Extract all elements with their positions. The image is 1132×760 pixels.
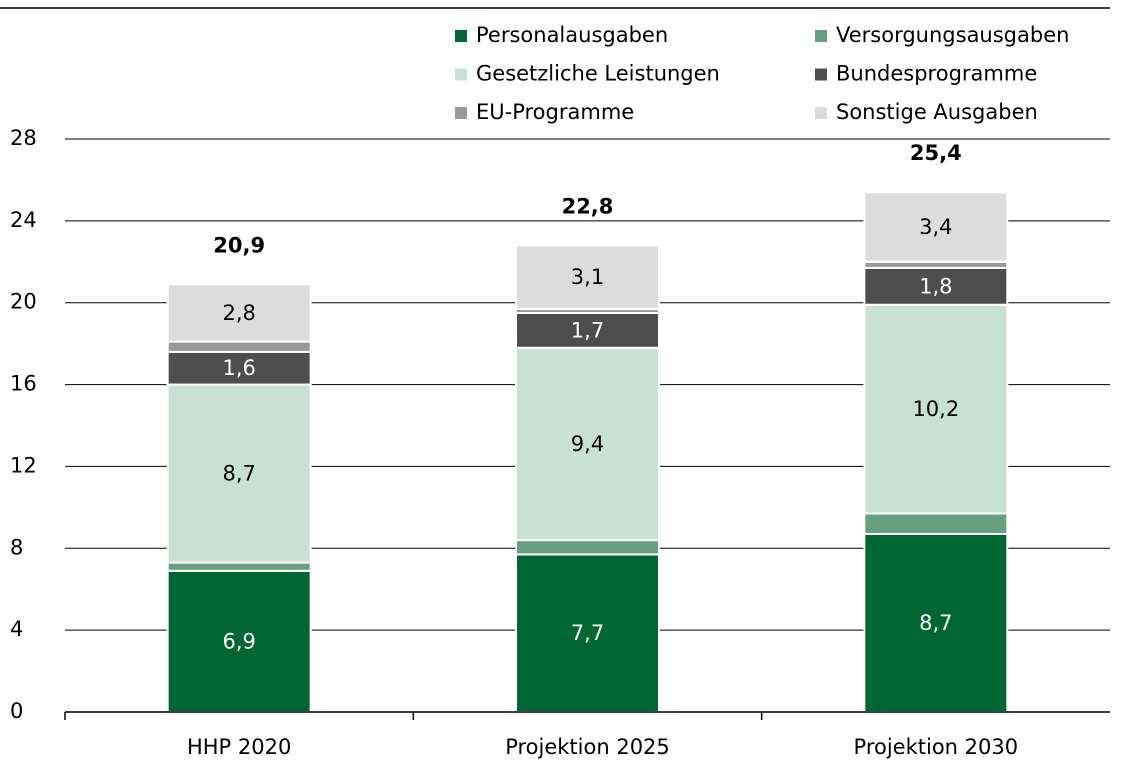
- total-label: 20,9: [213, 233, 265, 257]
- data-label: 2,8: [222, 301, 255, 325]
- legend-label: EU-Programme: [476, 100, 634, 124]
- data-label: 1,7: [571, 318, 604, 342]
- bar-segment: [166, 340, 312, 353]
- legend-label: Bundesprogramme: [836, 62, 1037, 86]
- data-label: 3,1: [571, 265, 604, 289]
- total-label: 25,4: [910, 141, 962, 165]
- y-tick-label: 8: [10, 535, 23, 559]
- data-label: 1,8: [919, 274, 952, 298]
- legend-swatch: [455, 30, 467, 42]
- bar-segment: [863, 266, 1009, 306]
- total-label: 22,8: [562, 194, 614, 218]
- data-label: 8,7: [919, 611, 952, 635]
- data-label: 8,7: [222, 462, 255, 486]
- legend-swatch: [815, 30, 827, 42]
- bar-segment: [166, 569, 312, 714]
- legend-label: Versorgungsausgaben: [836, 23, 1069, 47]
- legend-label: Sonstige Ausgaben: [836, 100, 1038, 124]
- y-tick-label: 12: [10, 453, 37, 477]
- x-tick-label: HHP 2020: [187, 735, 291, 759]
- bar-segment: [515, 244, 660, 310]
- y-tick-label: 28: [10, 126, 37, 150]
- bar-segment: [515, 553, 660, 713]
- data-label: 7,7: [571, 621, 604, 645]
- bar-segment: [863, 303, 1009, 515]
- x-tick-label: Projektion 2025: [505, 735, 670, 759]
- data-label: 9,4: [571, 432, 604, 456]
- legend-swatch: [455, 107, 467, 119]
- legend-swatch: [455, 68, 467, 81]
- legend-swatch: [815, 68, 827, 81]
- data-label: 6,9: [222, 629, 255, 653]
- y-tick-label: 4: [10, 617, 23, 641]
- bar-segment: [166, 561, 312, 572]
- bar-segment: [515, 539, 660, 556]
- y-tick-label: 20: [10, 290, 37, 314]
- data-label: 1,6: [222, 356, 255, 380]
- y-tick-label: 24: [10, 208, 37, 232]
- data-label: 10,2: [912, 397, 959, 421]
- bar-segment: [863, 532, 1009, 713]
- bar-segment: [166, 283, 312, 343]
- bar-segment: [863, 512, 1009, 535]
- data-label: 3,4: [919, 215, 952, 239]
- legend-label: Gesetzliche Leistungen: [476, 62, 720, 86]
- bar-segment: [166, 350, 312, 386]
- y-tick-label: 0: [10, 699, 23, 723]
- bar-segment: [166, 383, 312, 564]
- y-tick-label: 16: [10, 372, 37, 396]
- legend-swatch: [815, 107, 827, 119]
- x-tick-label: Projektion 2030: [854, 735, 1019, 759]
- legend-label: Personalausgaben: [476, 23, 668, 47]
- bar-segment: [863, 191, 1009, 263]
